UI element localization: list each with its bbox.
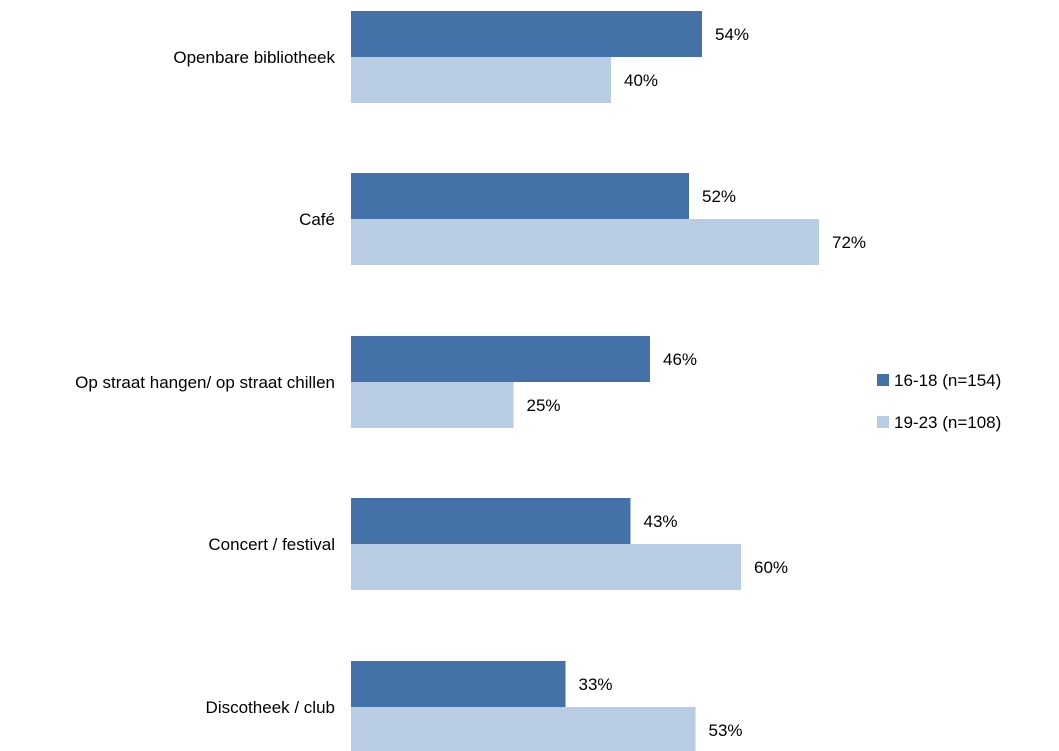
legend-swatch [877,374,889,386]
category-label: Openbare bibliotheek [173,48,335,67]
bar-series-1 [351,498,631,544]
value-labels: 54% 40% 52% 72% 46% 25% 43% 60% 33% 53% [527,25,867,740]
legend-label: 19-23 (n=108) [894,413,1001,432]
value-label: 52% [702,187,736,206]
bar-series-2 [351,544,741,590]
value-label: 33% [579,675,613,694]
category-label: Concert / festival [208,535,335,554]
category-label: Café [299,210,335,229]
category-labels: Openbare bibliotheek Café Op straat hangen… [75,48,335,717]
bar-series-1 [351,173,689,219]
bars [351,11,819,751]
bar-series-2 [351,382,514,428]
legend: 16-18 (n=154) 19-23 (n=108) [877,371,1001,432]
value-label: 54% [715,25,749,44]
bar-series-1 [351,11,702,57]
bar-series-1 [351,336,650,382]
value-label: 60% [754,558,788,577]
value-label: 25% [527,396,561,415]
value-label: 53% [709,721,743,740]
bar-series-1 [351,661,566,707]
bar-series-2 [351,707,696,751]
category-label: Discotheek / club [206,698,335,717]
value-label: 43% [644,512,678,531]
bar-series-2 [351,219,819,265]
legend-label: 16-18 (n=154) [894,371,1001,390]
legend-swatch [877,416,889,428]
value-label: 72% [832,233,866,252]
bar-series-2 [351,57,611,103]
value-label: 46% [663,350,697,369]
value-label: 40% [624,71,658,90]
category-label: Op straat hangen/ op straat chillen [75,373,335,392]
